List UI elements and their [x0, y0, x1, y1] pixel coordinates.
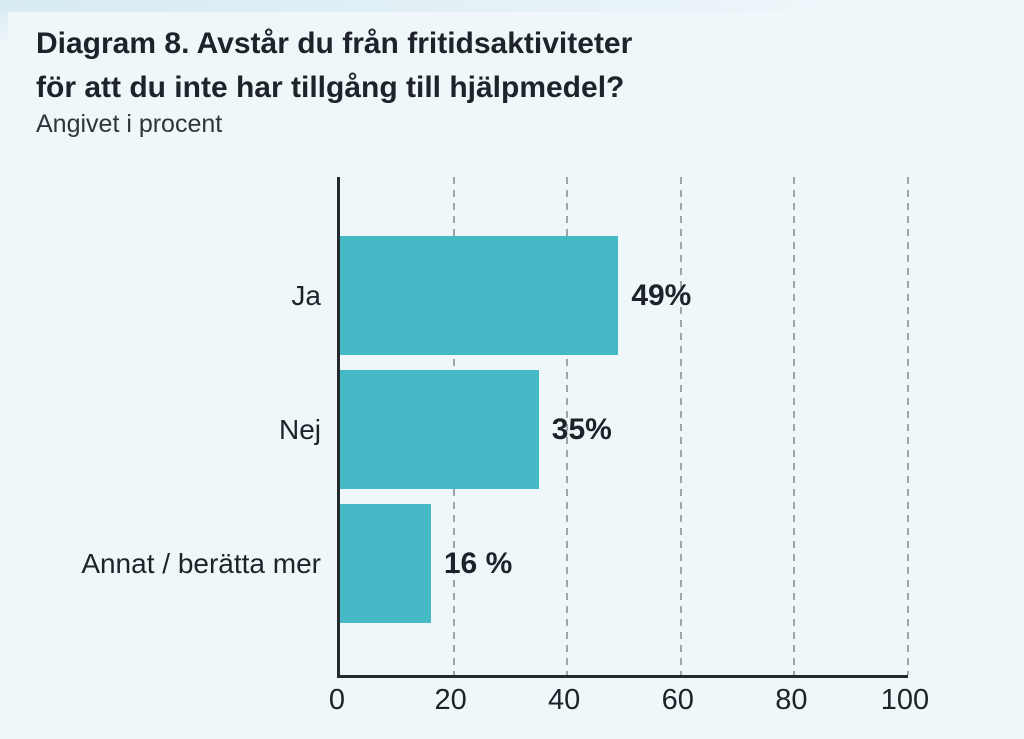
category-label-2: Annat / berätta mer [81, 547, 321, 579]
category-label-1: Nej [278, 413, 321, 445]
plot-area: 49% 35% 16 % [337, 177, 909, 678]
gridline-80 [793, 177, 796, 675]
bar-0 [340, 236, 619, 355]
x-tick-label-20: 20 [434, 684, 467, 716]
x-tick-label-80: 80 [775, 684, 808, 716]
bar-value-label-2: 16 % [443, 546, 513, 580]
page-left-edge [0, 0, 8, 46]
gridline-40 [566, 177, 569, 675]
chart-subtitle: Angivet i procent [36, 110, 223, 138]
chart-title-line2: för att du inte har tillgång till hjälpm… [36, 71, 625, 104]
gridline-60 [679, 177, 682, 675]
bar-2 [340, 504, 431, 623]
chart-title-line1: Diagram 8. Avstår du från fritidsaktivit… [36, 27, 633, 60]
bar-value-label-1: 35% [551, 412, 612, 446]
x-tick-label-40: 40 [548, 684, 581, 716]
x-tick-label-0: 0 [328, 684, 346, 716]
x-tick-label-60: 60 [661, 684, 694, 716]
x-tick-label-100: 100 [880, 684, 930, 716]
bar-1 [340, 370, 539, 489]
gridline-100 [907, 177, 909, 675]
category-label-0: Ja [291, 279, 321, 311]
page-top-edge [0, 0, 1024, 12]
chart-title: Diagram 8. Avstår du från fritidsaktivit… [36, 22, 632, 110]
bar-value-label-0: 49% [631, 278, 692, 312]
